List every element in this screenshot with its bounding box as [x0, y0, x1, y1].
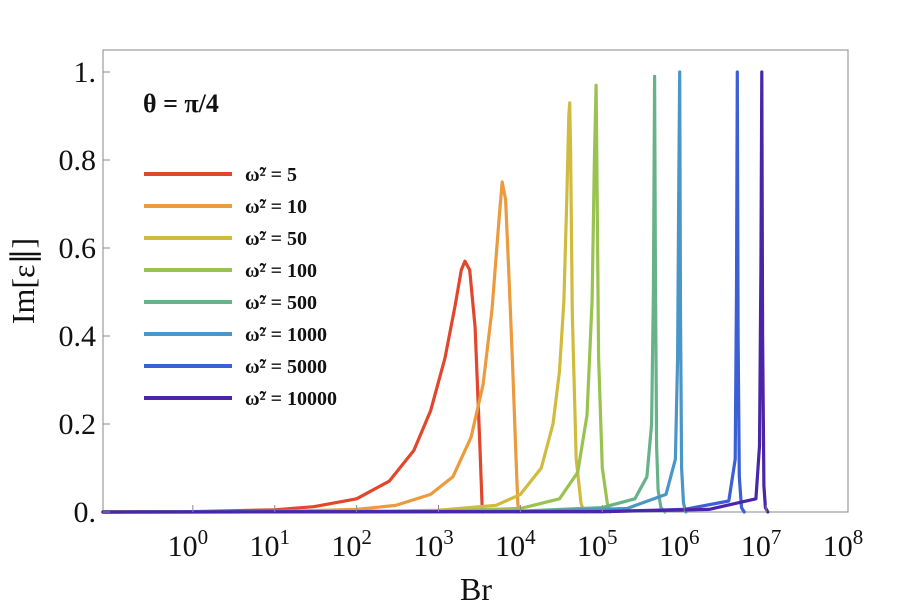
- legend-label-7: ω̃² = 10000: [245, 388, 337, 410]
- theta-annotation: θ = π/4: [143, 89, 219, 118]
- x-tick-label-8: 108: [823, 525, 864, 563]
- series-line-2: [101, 101, 586, 514]
- y-tick-label-2: 0.4: [59, 320, 97, 353]
- x-tick-label-1: 101: [249, 525, 290, 563]
- y-tick-label-5: 1.: [74, 56, 97, 89]
- x-tick-label-3: 103: [413, 525, 454, 563]
- series-line-7: [101, 70, 770, 514]
- y-tick-label-3: 0.6: [59, 232, 97, 265]
- legend-label-4: ω̃² = 500: [245, 292, 317, 314]
- series-line-6: [101, 70, 746, 514]
- x-axis-ticks: 100 101 102 103 104 105 106 107 108: [168, 505, 864, 563]
- y-tick-label-4: 0.8: [59, 144, 97, 177]
- series-line-3: [101, 83, 612, 514]
- y-tick-label-1: 0.2: [59, 408, 97, 441]
- series-line-0: [101, 259, 485, 514]
- x-tick-label-4: 104: [495, 525, 536, 563]
- x-tick-label-5: 105: [577, 525, 618, 563]
- legend-label-2: ω̃² = 50: [245, 228, 307, 250]
- x-tick-label-2: 102: [331, 525, 372, 563]
- legend-label-1: ω̃² = 10: [245, 196, 307, 218]
- legend-label-0: ω̃² = 5: [245, 164, 297, 186]
- x-tick-label-0: 100: [168, 525, 209, 563]
- x-axis-title: Br: [460, 571, 492, 607]
- series-line-1: [101, 180, 521, 514]
- y-axis-title: Im[ε∥]: [5, 238, 41, 324]
- series-line-5: [101, 70, 688, 514]
- legend-label-5: ω̃² = 1000: [245, 324, 327, 346]
- legend-label-3: ω̃² = 100: [245, 260, 317, 282]
- legend-label-6: ω̃² = 5000: [245, 356, 327, 378]
- series-layer: [101, 70, 770, 514]
- legend: ω̃² = 5 ω̃² = 10 ω̃² = 50 ω̃² = 100 ω̃² = 50…: [144, 164, 337, 410]
- x-tick-label-7: 107: [741, 525, 782, 563]
- y-tick-label-0: 0.: [74, 496, 97, 529]
- y-axis-ticks: 0. 0.2 0.4 0.6 0.8 1.: [59, 56, 110, 529]
- x-tick-label-6: 106: [659, 525, 700, 563]
